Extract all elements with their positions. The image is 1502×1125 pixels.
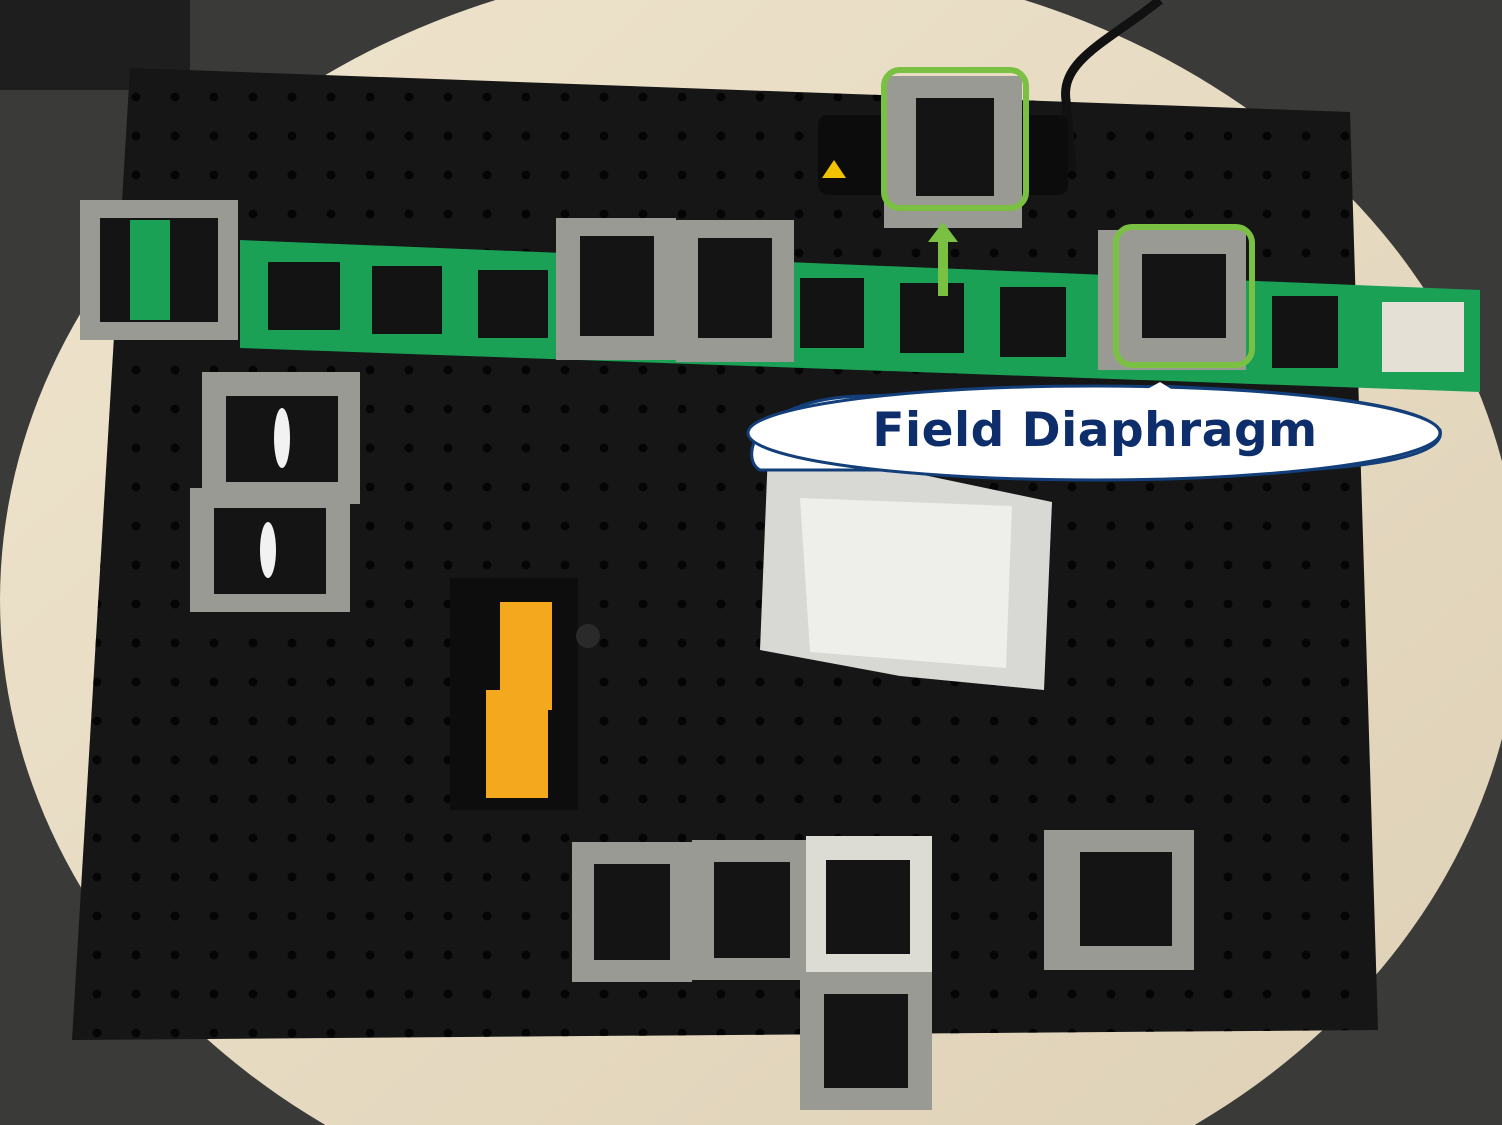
rail-cube-2 — [676, 220, 794, 362]
rail-end-cube — [80, 200, 238, 340]
bottom-cube-1 — [572, 842, 692, 982]
highlight-box-diaphragm — [1113, 224, 1255, 368]
cable — [1061, 0, 1163, 171]
highlight-box-camera — [881, 67, 1029, 211]
bottom-cube-right — [1044, 830, 1194, 970]
yellow-sample-mount — [450, 578, 600, 810]
callout-bubble — [746, 382, 1442, 482]
lens-tissue — [760, 452, 1052, 690]
lens-cube-lower — [190, 488, 350, 612]
bottom-cube-white — [806, 836, 932, 980]
lens-cube-upper — [202, 372, 360, 504]
bottom-cube-2 — [692, 840, 810, 980]
camera-cube — [884, 76, 1022, 228]
field-diaphragm-cube — [1098, 230, 1246, 370]
bottom-cube-lower — [800, 972, 932, 1110]
rail-cube-1 — [556, 218, 676, 360]
up-arrow — [928, 222, 958, 296]
